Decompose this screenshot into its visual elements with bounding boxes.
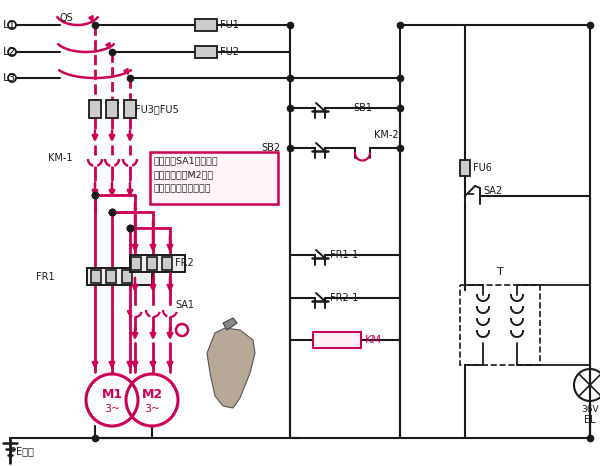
Bar — [313, 332, 361, 348]
Text: FU3～FU5: FU3～FU5 — [135, 104, 179, 114]
Bar — [195, 46, 217, 58]
Text: PE接地: PE接地 — [10, 446, 34, 456]
Text: KM: KM — [365, 335, 382, 345]
Bar — [89, 100, 101, 118]
Text: L1: L1 — [3, 20, 16, 30]
Text: FR2: FR2 — [175, 259, 194, 268]
Text: SB2: SB2 — [261, 143, 280, 153]
Bar — [130, 255, 185, 272]
Text: M2: M2 — [142, 389, 163, 402]
Bar — [122, 270, 132, 283]
Text: T: T — [497, 267, 503, 277]
Bar — [87, 268, 152, 285]
Text: FU6: FU6 — [473, 163, 492, 173]
Bar — [195, 19, 217, 31]
Text: FR2-1: FR2-1 — [330, 293, 358, 303]
Bar — [460, 285, 540, 365]
Polygon shape — [207, 328, 255, 408]
Bar — [124, 100, 136, 118]
Text: SB1: SB1 — [353, 103, 372, 113]
Text: EL: EL — [584, 415, 596, 425]
Text: 36V: 36V — [581, 405, 599, 414]
Bar — [131, 257, 141, 270]
Text: 转换开关SA1闭合时，
冷却泵电动机M2接通
三相电源，开始运转。: 转换开关SA1闭合时， 冷却泵电动机M2接通 三相电源，开始运转。 — [154, 156, 218, 193]
Text: FR1-1: FR1-1 — [330, 250, 358, 260]
Text: FR1: FR1 — [36, 272, 55, 281]
Text: 3~: 3~ — [104, 404, 120, 414]
Bar — [91, 270, 101, 283]
Text: SA1: SA1 — [175, 300, 194, 310]
Text: M1: M1 — [101, 389, 122, 402]
Text: KM-1: KM-1 — [48, 153, 73, 163]
Polygon shape — [223, 318, 237, 330]
Bar — [106, 270, 116, 283]
Bar — [460, 160, 470, 176]
Bar — [106, 100, 118, 118]
Text: FU1: FU1 — [220, 20, 239, 30]
Text: KM-2: KM-2 — [374, 130, 398, 140]
Text: L2: L2 — [3, 47, 16, 57]
Bar — [150, 152, 278, 204]
Text: L3: L3 — [3, 73, 16, 83]
Text: SA2: SA2 — [483, 186, 502, 196]
Bar — [147, 257, 157, 270]
Text: 3~: 3~ — [144, 404, 160, 414]
Text: FU2: FU2 — [220, 47, 239, 57]
Bar — [162, 257, 172, 270]
Text: QS: QS — [60, 13, 74, 23]
